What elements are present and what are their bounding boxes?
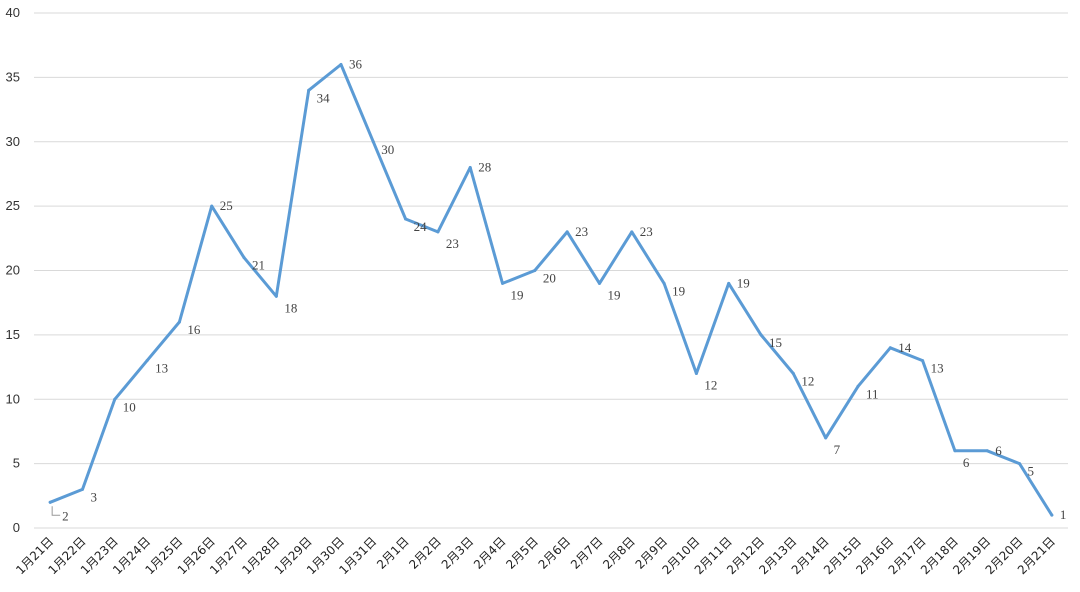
x-tick-label: 2月7日 [568,534,606,572]
data-label: 11 [866,386,879,401]
data-point [1050,513,1054,517]
data-label: 7 [834,442,841,457]
label-leader [51,506,61,516]
y-tick-label: 40 [6,5,20,20]
data-point [824,436,828,440]
y-axis-ticks: 0 5 10 15 20 25 30 35 40 [6,5,20,535]
data-label: 20 [543,271,556,286]
data-point [921,359,925,363]
data-label: 13 [155,361,168,376]
data-label: 12 [704,378,717,393]
data-point [985,449,989,453]
data-point [274,294,278,298]
data-point [404,217,408,221]
y-tick-label: 10 [6,391,20,406]
y-tick-label: 25 [6,198,20,213]
series [48,63,1054,517]
data-point [242,256,246,260]
data-point [339,63,343,66]
y-tick-label: 20 [6,263,20,278]
data-label: 30 [381,142,394,157]
y-tick-label: 35 [6,69,20,84]
y-tick-label: 15 [6,327,20,342]
data-labels: 2310131625211834363024232819202319231912… [51,57,1067,523]
data-point [565,230,569,234]
data-label: 13 [931,361,944,376]
data-point [307,88,311,92]
data-point [791,372,795,375]
data-point [436,230,440,234]
data-label: 19 [511,287,524,302]
data-point [888,346,892,350]
data-label: 23 [446,236,459,251]
data-point [597,281,601,285]
data-point [856,384,860,388]
y-tick-label: 0 [13,520,20,535]
data-label: 10 [123,399,136,414]
data-label: 1 [1060,507,1067,522]
data-label: 6 [995,443,1002,458]
x-axis-ticks: 1月21日1月22日1月23日1月24日1月25日1月26日1月27日1月28日… [13,534,1058,577]
data-point [953,449,957,453]
x-tick-label: 2月6日 [536,534,574,572]
data-label: 36 [349,57,363,72]
data-label: 3 [90,489,97,504]
data-point [468,166,472,169]
data-label: 23 [640,224,653,239]
series-line [48,63,1054,517]
y-tick-label: 30 [6,134,20,149]
x-tick-label: 2月3日 [439,534,477,572]
data-label: 15 [769,335,782,350]
y-tick-label: 5 [13,456,20,471]
data-point [145,359,149,363]
data-label: 18 [284,300,297,315]
data-point [533,269,537,272]
data-label: 5 [1028,464,1035,479]
data-point [759,333,763,337]
data-point [694,372,698,375]
x-tick-label: 2月5日 [503,534,541,572]
data-label: 14 [898,340,912,355]
data-point [662,281,666,285]
data-point [177,320,181,324]
x-tick-label: 2月1日 [374,534,412,572]
data-label: 21 [252,258,265,273]
data-point [630,230,634,234]
data-point [80,487,84,491]
gridlines [34,12,1068,529]
data-point [727,281,731,285]
data-point [113,397,117,401]
data-label: 2 [62,508,69,523]
data-label: 23 [575,224,588,239]
data-label: 12 [801,374,814,389]
data-point [48,500,52,504]
data-label: 19 [737,275,750,290]
data-point [1018,462,1022,466]
data-label: 25 [220,198,233,213]
data-point [501,281,505,285]
data-label: 24 [414,219,428,234]
data-label: 6 [963,455,970,470]
data-label: 16 [187,322,201,337]
data-label: 19 [672,283,685,298]
data-point [210,204,214,208]
data-point [371,140,375,144]
x-tick-label: 2月4日 [471,534,509,572]
data-label: 19 [607,287,620,302]
x-tick-label: 2月2日 [406,534,444,572]
data-label: 28 [478,160,491,175]
data-label: 34 [317,90,331,105]
x-tick-label: 2月8日 [600,534,638,572]
